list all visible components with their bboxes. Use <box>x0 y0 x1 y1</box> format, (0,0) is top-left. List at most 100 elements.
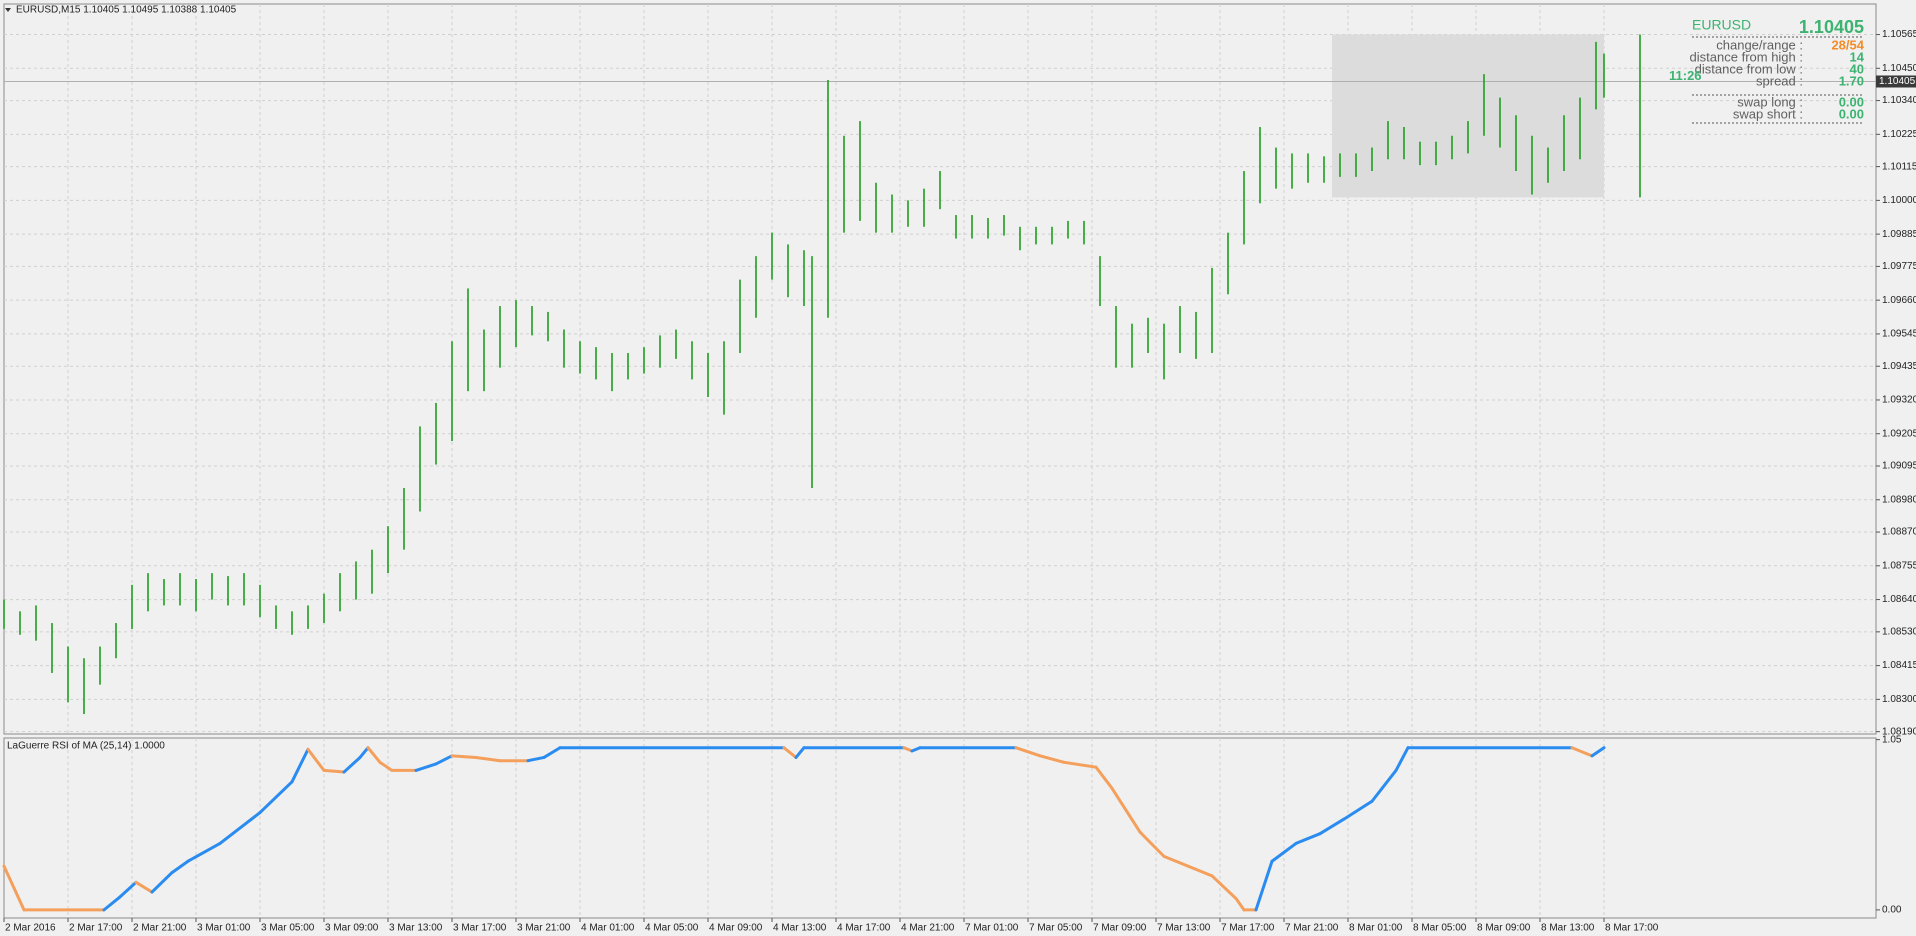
y-tick-label: 1.09660 <box>1882 295 1916 306</box>
indicator-segment <box>1014 746 1042 758</box>
indicator-segment <box>1270 841 1298 863</box>
indicator-segment <box>2 864 26 912</box>
indicator-segment <box>102 895 122 912</box>
y-tick-label: 1.09095 <box>1882 461 1916 472</box>
x-tick-label: 8 Mar 09:00 <box>1477 923 1531 934</box>
x-tick-label: 4 Mar 13:00 <box>773 923 827 934</box>
last-price-label: 1.10405 <box>1879 76 1916 87</box>
y-tick-label: 1.08870 <box>1882 527 1916 538</box>
indicator-segment <box>1186 864 1214 878</box>
indicator-segment <box>474 755 502 763</box>
y-tick-label: 1.10225 <box>1882 129 1916 140</box>
indicator-segment <box>542 746 562 759</box>
indicator-segment <box>1234 897 1246 912</box>
y-tick-label: 1.10450 <box>1882 63 1916 74</box>
indicator-segment <box>1590 746 1606 758</box>
indicator-segment <box>306 747 326 772</box>
info-value: 0.00 <box>1839 106 1864 121</box>
y-tick-label: 1.08415 <box>1882 660 1916 671</box>
indicator-segment <box>218 811 262 845</box>
y-tick-label: 1.09775 <box>1882 261 1916 272</box>
y-tick-label: 1.10565 <box>1882 29 1916 40</box>
indicator-segment <box>1394 746 1410 772</box>
x-tick-label: 3 Mar 09:00 <box>325 923 379 934</box>
info-price: 1.10405 <box>1799 17 1864 37</box>
info-symbol: EURUSD <box>1692 17 1751 33</box>
x-tick-label: 7 Mar 09:00 <box>1093 923 1147 934</box>
y-tick-label: 1.10340 <box>1882 95 1916 106</box>
indicator-segment <box>1254 859 1274 912</box>
indicator-segment <box>170 859 190 875</box>
indicator-segment <box>1570 746 1594 758</box>
indicator-segment <box>794 746 806 759</box>
indicator-segment <box>118 880 138 899</box>
y-tick-label: 1.09545 <box>1882 329 1916 340</box>
x-tick-label: 3 Mar 01:00 <box>197 923 251 934</box>
info-value: 1.70 <box>1839 73 1864 88</box>
indicator-segment <box>378 760 394 772</box>
x-tick-label: 2 Mar 2016 <box>5 923 56 934</box>
x-tick-label: 3 Mar 13:00 <box>389 923 443 934</box>
indicator-segment <box>186 841 222 863</box>
y-tick-label: 1.05 <box>1882 734 1902 745</box>
y-tick-label: 1.09320 <box>1882 395 1916 406</box>
x-tick-label: 7 Mar 13:00 <box>1157 923 1211 934</box>
info-label: swap long : <box>1737 94 1803 109</box>
y-tick-label: 1.08530 <box>1882 626 1916 637</box>
indicator-segment <box>1094 765 1114 790</box>
y-tick-label: 1.08980 <box>1882 494 1916 505</box>
y-tick-label: 1.08640 <box>1882 594 1916 605</box>
x-tick-label: 2 Mar 17:00 <box>69 923 123 934</box>
indicator-segment <box>1062 760 1098 769</box>
indicator-segment <box>782 746 798 759</box>
indicator-segment <box>1342 799 1374 821</box>
x-tick-label: 3 Mar 05:00 <box>261 923 315 934</box>
x-tick-label: 4 Mar 09:00 <box>709 923 763 934</box>
info-rows: change/range : 28/54 distance from high : 1… <box>1690 37 1865 121</box>
info-value: 40 <box>1850 61 1864 76</box>
bar-countdown: 11:26 <box>1669 68 1702 83</box>
info-label: spread : <box>1756 73 1803 88</box>
info-value: 14 <box>1850 49 1865 64</box>
x-tick-label: 4 Mar 05:00 <box>645 923 699 934</box>
x-tick-label: 7 Mar 17:00 <box>1221 923 1275 934</box>
day-range-box <box>1332 34 1604 198</box>
indicator-segment <box>258 780 294 815</box>
info-value: 28/54 <box>1831 37 1864 52</box>
indicator-segment <box>1138 830 1166 858</box>
x-tick-label: 7 Mar 21:00 <box>1285 923 1339 934</box>
indicator-segment <box>1038 754 1066 764</box>
indicator-panel-frame <box>3 737 1877 919</box>
indicator-segment <box>1110 786 1142 834</box>
info-value: 0.00 <box>1839 94 1864 109</box>
x-tick-label: 3 Mar 21:00 <box>517 923 571 934</box>
indicator-segment <box>414 762 438 772</box>
last-price-box <box>1876 75 1916 88</box>
y-tick-label: 0.00 <box>1882 905 1902 916</box>
indicator-segment <box>1318 817 1346 836</box>
x-tick-label: 7 Mar 01:00 <box>965 923 1019 934</box>
x-tick-label: 8 Mar 13:00 <box>1541 923 1595 934</box>
price-panel-frame <box>3 3 1877 735</box>
indicator-segment <box>526 755 546 763</box>
indicator-segment <box>150 871 174 894</box>
y-tick-label: 1.09435 <box>1882 361 1916 372</box>
indicator-segment <box>322 768 346 774</box>
x-tick-label: 2 Mar 21:00 <box>133 923 187 934</box>
x-tick-label: 8 Mar 17:00 <box>1605 923 1659 934</box>
indicator-segment <box>450 754 478 759</box>
mark-layer <box>2 34 1916 912</box>
indicator-segment <box>366 746 382 764</box>
chart-header: EURUSD,M15 1.10405 1.10495 1.10388 1.104… <box>16 5 237 16</box>
indicator-segment <box>290 747 310 784</box>
y-tick-label: 1.08300 <box>1882 694 1916 705</box>
y-tick-label: 1.09205 <box>1882 428 1916 439</box>
x-tick-label: 4 Mar 17:00 <box>837 923 891 934</box>
collapse-triangle[interactable] <box>5 8 11 12</box>
info-label: distance from low : <box>1695 61 1803 76</box>
y-tick-label: 1.08190 <box>1882 726 1916 737</box>
x-tick-label: 7 Mar 05:00 <box>1029 923 1083 934</box>
x-tick-label: 3 Mar 17:00 <box>453 923 507 934</box>
